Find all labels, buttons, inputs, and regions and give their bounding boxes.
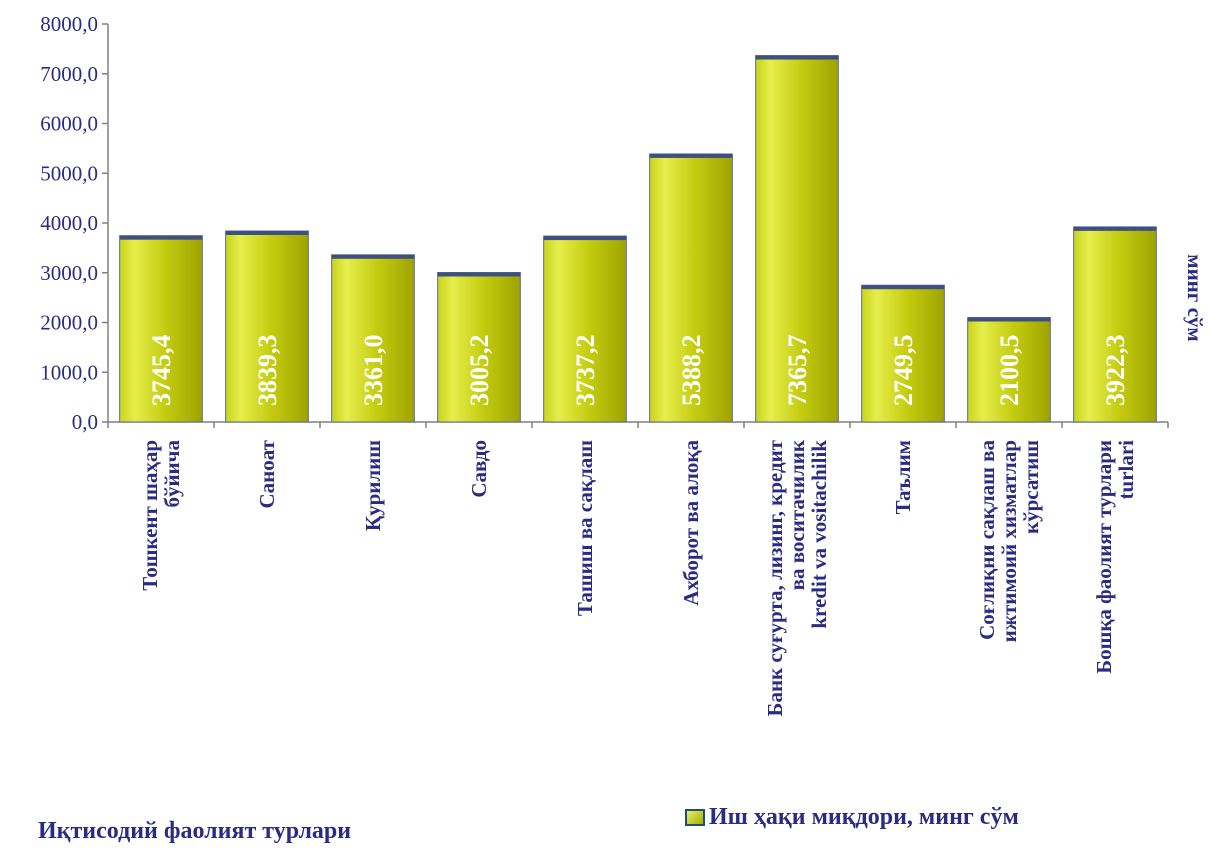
bar (1073, 226, 1157, 423)
data-label: 2100,5 (995, 335, 1024, 407)
category-label-line: Ахборот ва алоқа (679, 440, 703, 606)
bar (119, 235, 203, 423)
category-label: Таълим (891, 440, 915, 514)
bars (119, 55, 1157, 423)
x-axis (107, 421, 1169, 428)
category-label: Саноат (255, 439, 279, 508)
category-label-line: Таълим (891, 440, 915, 514)
category-label: Соғлиқни сақлаш ваижтимоий хизматларкўрс… (975, 440, 1043, 643)
y-tick-label: 0,0 (72, 410, 98, 434)
category-label: Бошқа фаолият турлариturlari (1092, 440, 1138, 674)
category-label-line: Бошқа фаолият турлари (1092, 440, 1116, 674)
bar-top-edge (331, 254, 415, 259)
bar-top-edge (119, 235, 203, 240)
y-tick-label: 2000,0 (40, 311, 98, 335)
category-label-line: Ташиш ва сақлаш (573, 440, 597, 616)
category-label-line: turlari (1114, 440, 1138, 500)
bar-top-edge (225, 230, 309, 235)
category-label: Ташиш ва сақлаш (573, 440, 597, 616)
legend-label: Иш ҳақи миқдори, минг сўм (709, 804, 1019, 830)
bar-top-edge (649, 153, 733, 158)
data-label: 3737,2 (571, 335, 600, 407)
y-tick-label: 6000,0 (40, 112, 98, 136)
category-label-line: Савдо (467, 440, 491, 498)
bar (755, 55, 839, 423)
category-label: Савдо (467, 440, 491, 498)
bar-top-edge (437, 272, 521, 277)
bar-top-edge (861, 285, 945, 290)
data-labels: 3745,4 3839,3 3361,0 3005,2 3737,2 5388,2 7365… (147, 335, 1130, 407)
bar (967, 317, 1051, 423)
data-label: 3361,0 (359, 335, 388, 407)
bar (649, 153, 733, 423)
category-label-line: kredit va vositachilik (807, 440, 831, 629)
category-label: Ахборот ва алоқа (679, 440, 703, 606)
category-label-line: Қурилиш (361, 440, 385, 531)
category-label-line: Саноат (255, 439, 279, 508)
x-axis-title: Иқтисодий фаолият турлари (38, 818, 352, 844)
y-axis: 0,0 1000,0 2000,0 3000,0 4000,0 5000,0 6000,0 7… (40, 12, 109, 434)
y-tick-label: 5000,0 (40, 161, 98, 185)
y-tick-label: 3000,0 (40, 261, 98, 285)
y-tick-label: 8000,0 (40, 12, 98, 36)
bar (861, 284, 945, 423)
bar-top-edge (1073, 226, 1157, 231)
data-label: 2749,5 (889, 335, 918, 407)
bar (331, 254, 415, 423)
y-axis-title: минг сўм (1183, 254, 1207, 341)
category-label: Тошкент шаҳарбўйича (138, 440, 184, 591)
data-label: 3005,2 (465, 335, 494, 407)
category-label-line: ва воситачилик (785, 439, 809, 590)
legend: Иш ҳақи миқдори, минг сўм (685, 804, 1019, 831)
category-label-line: Тошкент шаҳар (138, 440, 162, 591)
data-label: 5388,2 (677, 335, 706, 407)
bar-top-edge (755, 55, 839, 60)
bar-top-edge (967, 317, 1051, 322)
category-label: Қурилиш (361, 440, 385, 531)
legend-swatch (685, 809, 705, 826)
data-label: 3745,4 (147, 335, 176, 407)
y-tick-label: 7000,0 (40, 62, 98, 86)
data-label: 7365,7 (783, 335, 812, 407)
category-label-line: Банк суғурта, лизинг, кредит (763, 439, 787, 716)
bar (437, 271, 521, 423)
data-label: 3839,3 (253, 335, 282, 407)
category-label-line: ижтимоий хизматлар (997, 440, 1021, 642)
category-label-line: Соғлиқни сақлаш ва (975, 440, 999, 640)
bar-top-edge (543, 236, 627, 241)
y-tick-label: 4000,0 (40, 211, 98, 235)
data-label: 3922,3 (1101, 335, 1130, 407)
category-label: Банк суғурта, лизинг, кредитва воситачил… (763, 439, 831, 716)
category-label-line: бўйича (160, 440, 184, 508)
y-tick-label: 1000,0 (40, 360, 98, 384)
category-label-line: кўрсатиш (1019, 440, 1043, 534)
bar (543, 235, 627, 423)
category-labels: Тошкент шаҳарбўйича Саноат Қурилиш Савдо Таш… (138, 439, 1138, 716)
